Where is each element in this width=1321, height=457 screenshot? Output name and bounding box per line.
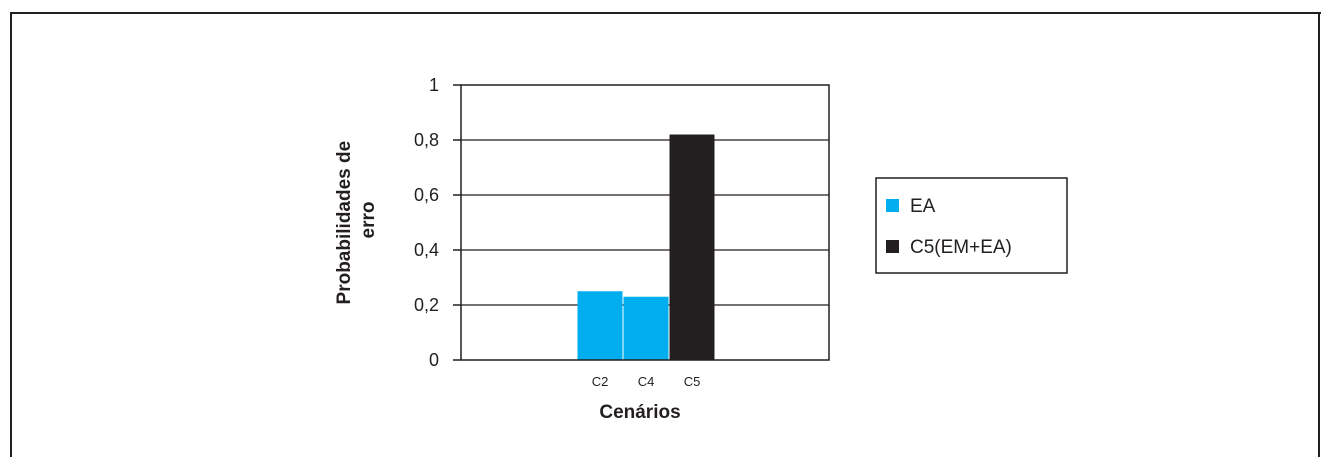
legend: EA C5(EM+EA) xyxy=(875,177,1068,274)
y-tick-label: 0,6 xyxy=(414,185,439,205)
y-axis-ticks: 0 0,2 0,4 0,6 0,8 1 xyxy=(414,75,461,370)
bar-c2-ea xyxy=(577,291,623,360)
x-tick-label-c2: C2 xyxy=(592,374,609,389)
legend-swatch-ea xyxy=(886,199,899,212)
y-axis-title-line-2: erro xyxy=(358,202,379,239)
gridlines xyxy=(461,139,829,306)
bars xyxy=(577,134,715,360)
x-axis-ticks: C2 C4 C5 xyxy=(592,374,701,389)
legend-swatch-c5-em-ea xyxy=(886,240,899,253)
legend-box xyxy=(875,177,1068,274)
y-axis-title: Probabilidades de erro xyxy=(334,136,379,305)
y-tick-label: 0,2 xyxy=(414,295,439,315)
y-axis-title-line-1: Probabilidades de xyxy=(334,141,355,305)
x-tick-label-c5: C5 xyxy=(684,374,701,389)
legend-label-c5-em-ea: C5(EM+EA) xyxy=(910,237,1012,258)
y-tick-label: 0 xyxy=(429,350,439,370)
x-axis-title: Cenários xyxy=(599,402,680,423)
bar-c5-c5-em-ea xyxy=(669,134,715,360)
plot-area-border xyxy=(460,84,830,361)
y-tick-label: 0,8 xyxy=(414,130,439,150)
y-tick-label: 0,4 xyxy=(414,240,439,260)
x-tick-label-c4: C4 xyxy=(638,374,655,389)
bar-c4-ea xyxy=(623,296,669,360)
legend-label-ea: EA xyxy=(910,196,936,217)
y-tick-label: 1 xyxy=(429,75,439,95)
